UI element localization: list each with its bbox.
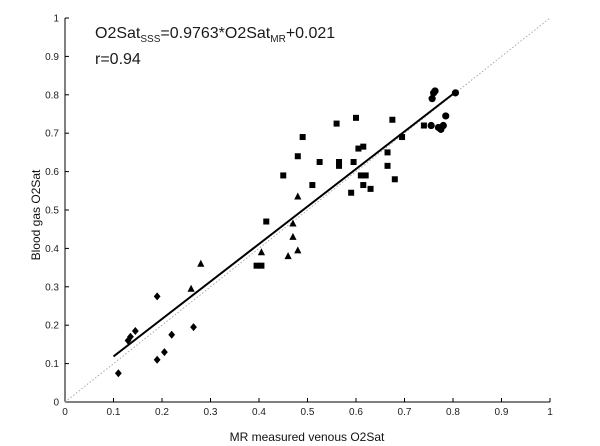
square-marker — [336, 162, 343, 169]
circle-marker — [442, 112, 450, 120]
square-marker — [389, 116, 396, 123]
x-tick-label: 0.1 — [107, 407, 121, 418]
square-marker — [294, 153, 301, 160]
y-tick-label: 0.4 — [45, 244, 59, 255]
y-tick-label: 0.7 — [45, 129, 59, 140]
square-marker — [333, 120, 340, 127]
diamond-marker — [161, 348, 168, 357]
y-tick-label: 0.8 — [45, 90, 59, 101]
eq-sub-sss: SSS — [140, 34, 160, 45]
square-marker — [336, 159, 343, 165]
square-marker — [350, 159, 357, 165]
circle-marker — [439, 121, 447, 130]
x-tick-label: 0.3 — [204, 407, 218, 418]
square-marker — [263, 218, 270, 225]
square-marker — [355, 145, 362, 152]
triangle-marker — [187, 284, 195, 292]
triangle-marker — [289, 232, 297, 240]
square-marker — [399, 134, 406, 141]
eq-left: O2Sat — [95, 25, 141, 42]
y-tick-label: 0.6 — [45, 167, 59, 178]
reference-lines — [64, 17, 551, 403]
x-tick-label: 0.2 — [155, 407, 169, 418]
circle-marker — [427, 121, 435, 130]
identity-line — [64, 17, 551, 403]
diamond-marker — [168, 330, 176, 339]
eq-sub-mr: MR — [270, 34, 286, 45]
data-points — [114, 87, 460, 378]
diamond-marker — [127, 332, 134, 341]
square-marker — [309, 182, 316, 189]
regression-equation: O2SatSSS=0.9763*O2SatMR+0.021 — [95, 25, 335, 45]
x-axis-title: MR measured venous O2Sat — [230, 430, 385, 444]
diamond-marker — [153, 355, 161, 364]
diamond-marker — [153, 292, 161, 301]
square-marker — [360, 143, 367, 150]
eq-mid: =0.9763*O2Sat — [160, 25, 270, 42]
y-tick-label: 1 — [53, 14, 59, 25]
triangle-marker — [294, 192, 302, 200]
diamond-marker — [114, 369, 122, 378]
y-tick-labels: 0 0.1 0.2 0.3 0.4 0.5 0.6 0.7 0.8 0.9 1 — [45, 14, 59, 409]
y-tick-label: 0.5 — [45, 206, 59, 217]
axes-frame — [64, 17, 551, 403]
y-tick-label: 0.3 — [45, 282, 59, 293]
diamond-marker — [190, 323, 197, 332]
x-tick-label: 0 — [62, 407, 68, 418]
square-marker — [357, 172, 364, 179]
regression-line — [112, 89, 459, 358]
x-tick-label: 0.8 — [446, 407, 460, 418]
correlation-coefficient: r=0.94 — [95, 51, 141, 68]
y-tick-label: 0.2 — [45, 321, 59, 332]
x-tick-labels: 0 0.1 0.2 0.3 0.4 0.5 0.6 0.7 0.8 0.9 1 — [62, 407, 553, 418]
y-tick-label: 0 — [53, 398, 59, 409]
square-marker — [420, 122, 427, 129]
square-marker — [384, 162, 391, 169]
triangle-marker — [257, 248, 266, 256]
square-marker — [391, 176, 398, 183]
x-tick-label: 1 — [547, 407, 553, 418]
square-marker — [316, 159, 323, 165]
triangle-marker — [284, 252, 292, 260]
x-tick-label: 0.9 — [495, 407, 509, 418]
circle-marker — [428, 95, 436, 103]
y-tick-label: 0.1 — [45, 359, 59, 370]
square-marker — [384, 149, 391, 156]
square-marker — [253, 262, 260, 269]
triangle-marker — [289, 219, 297, 227]
y-axis-title: Blood gas O2Sat — [29, 169, 43, 260]
triangle-marker — [294, 246, 302, 254]
square-marker — [367, 185, 374, 192]
x-tick-label: 0.5 — [301, 407, 315, 418]
eq-right: +0.021 — [286, 25, 335, 42]
circle-marker — [451, 89, 460, 97]
square-marker — [362, 172, 369, 179]
square-marker — [348, 189, 355, 196]
square-marker — [258, 262, 265, 269]
square-marker — [360, 182, 367, 189]
square-marker — [280, 172, 287, 179]
diamond-marker — [131, 326, 139, 335]
x-tick-label: 0.6 — [349, 407, 363, 418]
x-tick-label: 0.4 — [252, 407, 266, 418]
square-marker — [353, 114, 359, 121]
square-marker — [299, 134, 306, 141]
triangle-marker — [197, 259, 205, 267]
y-tick-label: 0.9 — [45, 52, 59, 63]
circle-marker — [431, 87, 439, 95]
x-tick-label: 0.7 — [398, 407, 412, 418]
